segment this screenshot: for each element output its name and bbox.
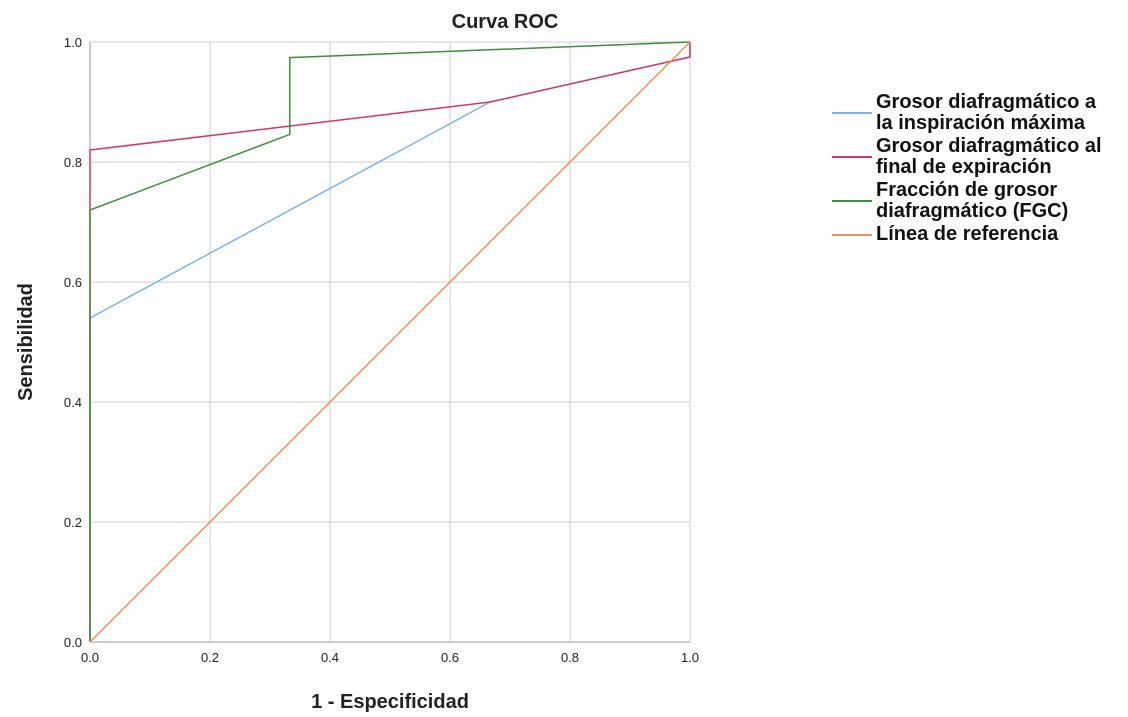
y-tick-label: 0.0 [64,635,82,650]
y-axis-label: Sensibilidad [15,283,37,401]
roc-line [89,41,691,643]
legend-entry: Grosor diafragmático a la inspiración má… [832,92,1128,134]
x-tick-label: 0.0 [81,650,99,665]
legend-entry: Grosor diafragmático al final de expirac… [832,136,1128,178]
y-tick-label: 0.6 [64,275,82,290]
legend-label: Fracción de grosor diafragmático (FGC) [876,179,1069,222]
legend-entry: Línea de referencia [832,224,1128,245]
legend-swatch [832,233,872,236]
x-axis-label: 1 - Especificidad [311,691,469,713]
legend-swatch [832,112,872,114]
y-tick-label: 1.0 [64,35,82,50]
legend: Grosor diafragmático a la inspiración má… [832,92,1128,247]
legend-swatch [832,200,872,202]
y-tick-label: 0.4 [64,395,82,410]
x-tick-label: 0.6 [441,650,459,665]
chart-title: Curva ROC [452,11,559,33]
y-tick-label: 0.2 [64,515,82,530]
x-tick-label: 0.8 [561,650,579,665]
x-tick-label: 1.0 [681,650,699,665]
legend-swatch [832,156,872,158]
x-tick-label: 0.2 [201,650,219,665]
roc-line [89,41,691,642]
legend-entry: Fracción de grosor diafragmático (FGC) [832,180,1128,222]
x-tick-label: 0.4 [321,650,339,665]
legend-label: Línea de referencia [876,223,1059,245]
legend-label: Grosor diafragmático a la inspiración má… [876,91,1097,134]
y-tick-label: 0.8 [64,155,82,170]
legend-label: Grosor diafragmático al final de expirac… [876,135,1102,178]
